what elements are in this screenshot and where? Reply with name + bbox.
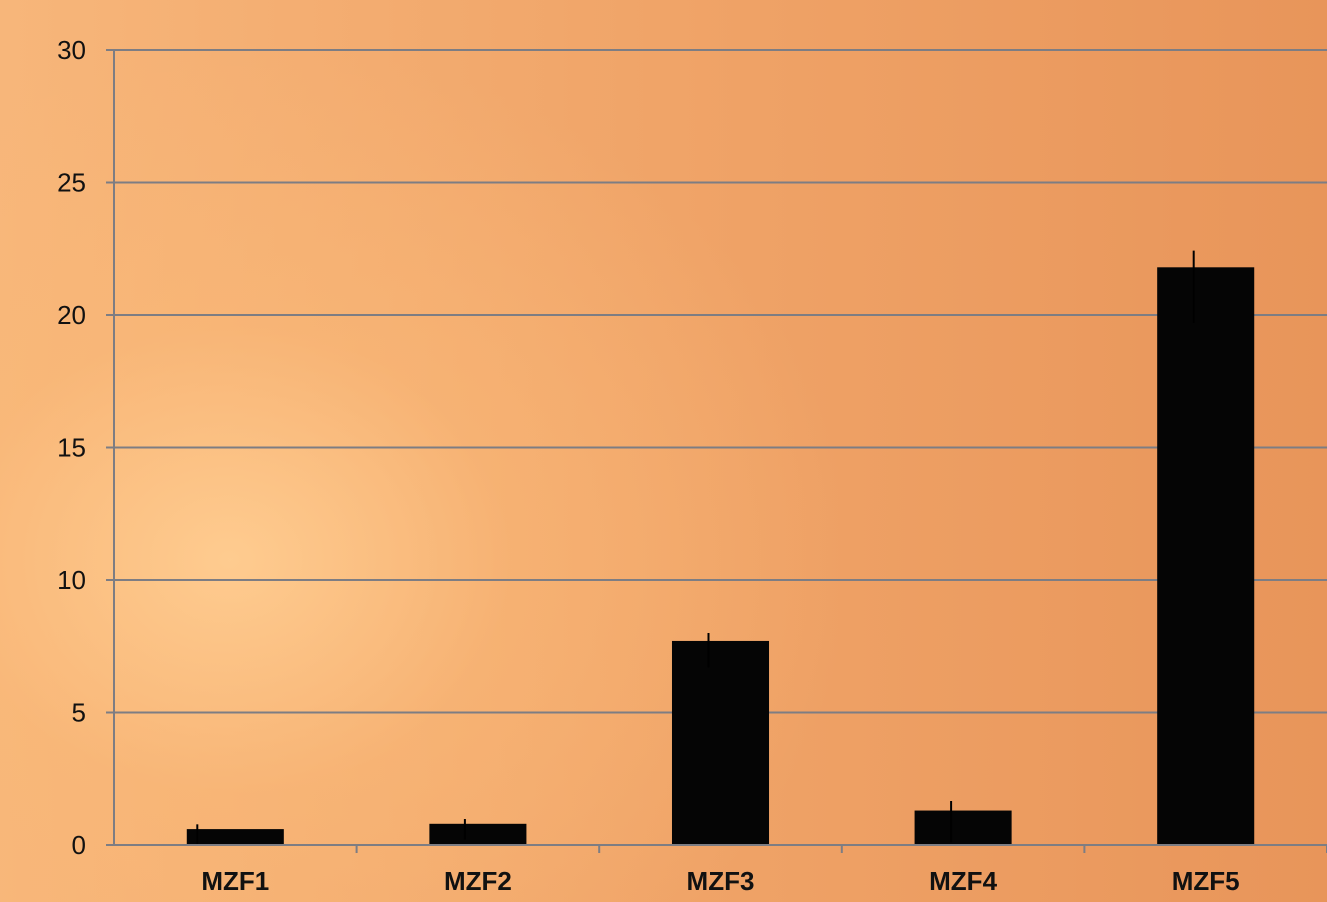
bar-mzf1 [186,829,284,845]
y-tick-label: 10 [57,565,86,595]
y-tick-label: 0 [72,830,86,860]
x-tick-label: MZF2 [444,866,512,896]
y-tick-label: 20 [57,300,86,330]
x-tick-label: MZF5 [1172,866,1240,896]
y-tick-label: 15 [57,433,86,463]
y-tick-labels: 0 5 10 15 20 25 30 [57,35,86,860]
gridlines [114,49,1327,714]
x-tick-label: MZF4 [929,866,997,896]
x-tick-label: MZF1 [201,866,269,896]
bar-mzf5 [1157,267,1255,845]
bars [186,267,1255,845]
y-tick-label: 5 [72,698,86,728]
bar-mzf2 [429,823,527,845]
y-tick-label: 30 [57,35,86,65]
y-tick-label: 25 [57,168,86,198]
error-bars [196,250,1195,845]
bar-mzf4 [914,810,1012,845]
bar-mzf3 [671,640,770,845]
x-tick-labels: MZF1 MZF2 MZF3 MZF4 MZF5 [201,866,1239,896]
axes [106,49,1327,853]
x-tick-label: MZF3 [687,866,755,896]
